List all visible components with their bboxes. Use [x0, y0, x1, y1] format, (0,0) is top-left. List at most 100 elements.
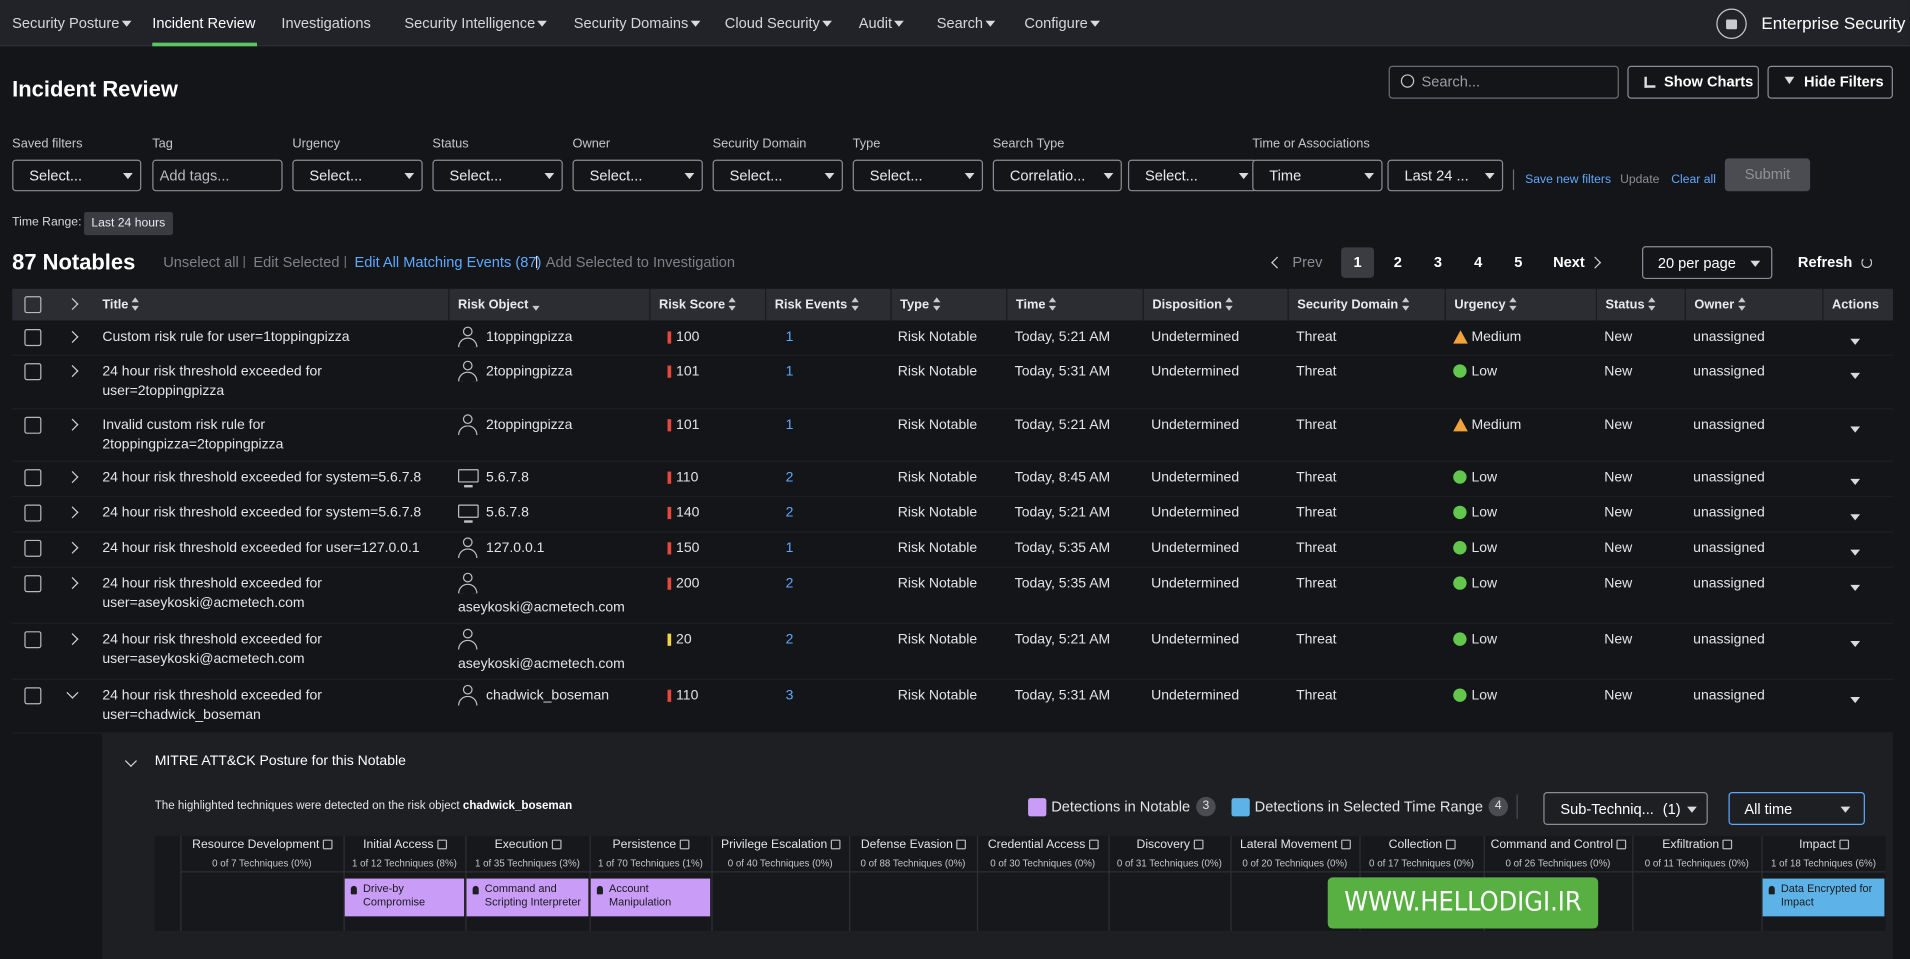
tactic-name[interactable]: Credential Access: [987, 838, 1086, 852]
row-title[interactable]: 24 hour risk threshold exceeded for user…: [102, 364, 322, 399]
filter-select[interactable]: Time: [1252, 159, 1383, 192]
search-input[interactable]: Search...: [1388, 65, 1619, 99]
column-header[interactable]: Urgency: [1454, 297, 1506, 312]
header-button[interactable]: Show Charts: [1627, 65, 1759, 99]
row-title[interactable]: 24 hour risk threshold exceeded for user…: [102, 541, 420, 556]
filter-input[interactable]: Add tags...: [152, 159, 283, 192]
chevron[interactable]: [1589, 256, 1602, 269]
row-checkbox[interactable]: [24, 469, 42, 487]
column-header[interactable]: Type: [900, 297, 930, 312]
filter-select[interactable]: Last 24 ...: [1387, 159, 1504, 192]
row-title[interactable]: 24 hour risk threshold exceeded for user…: [102, 688, 322, 723]
owner: unassigned: [1693, 330, 1765, 345]
page-number[interactable]: 3: [1433, 253, 1443, 271]
risk-events[interactable]: 2: [785, 576, 794, 591]
filter-select[interactable]: Select...: [12, 159, 142, 192]
technique-card[interactable]: Drive-by Compromise: [344, 878, 465, 917]
tactic-name[interactable]: Persistence: [612, 838, 677, 852]
risk-events[interactable]: 1: [785, 417, 794, 433]
time-filter-select[interactable]: All time: [1728, 792, 1865, 825]
row-checkbox[interactable]: [24, 539, 42, 557]
nav-item[interactable]: Configure: [1024, 14, 1088, 32]
column-header[interactable]: Actions: [1832, 297, 1879, 312]
risk-events[interactable]: 1: [785, 364, 794, 379]
nav-item[interactable]: Search: [936, 14, 984, 32]
row-checkbox[interactable]: [24, 329, 42, 347]
risk-events[interactable]: 1: [785, 541, 794, 556]
technique-card[interactable]: Account Manipulation: [590, 878, 711, 917]
page-number[interactable]: 5: [1514, 253, 1523, 271]
row-checkbox[interactable]: [24, 504, 42, 522]
technique-card[interactable]: Data Encrypted for Impact: [1762, 878, 1885, 917]
header-button[interactable]: Hide Filters: [1767, 65, 1893, 99]
row-checkbox[interactable]: [24, 363, 42, 381]
row-checkbox[interactable]: [24, 575, 42, 593]
column-header[interactable]: Risk Object: [458, 297, 529, 312]
nav-item[interactable]: Incident Review: [152, 14, 256, 32]
tactic-name[interactable]: Initial Access: [363, 838, 434, 852]
filter-select[interactable]: Select...: [1127, 159, 1258, 192]
filter-link[interactable]: Save new filters: [1525, 173, 1612, 187]
tactic-name[interactable]: Defense Evasion: [860, 838, 953, 852]
chevron[interactable]: [1271, 256, 1284, 269]
filter-select[interactable]: Select...: [292, 159, 423, 192]
filter-select[interactable]: Select...: [852, 159, 984, 192]
row-title[interactable]: Invalid custom risk rule for 2toppingpiz…: [102, 417, 284, 453]
page-number[interactable]: 4: [1474, 253, 1483, 271]
action-divider: [535, 255, 538, 269]
column-header[interactable]: Security Domain: [1297, 297, 1399, 312]
row-checkbox[interactable]: [24, 631, 42, 649]
risk-events[interactable]: 2: [785, 632, 794, 648]
filter-select[interactable]: Correlatio...: [992, 159, 1122, 192]
column-header[interactable]: Status: [1605, 297, 1645, 312]
row-title[interactable]: 24 hour risk threshold exceeded for user…: [102, 576, 322, 611]
tactic-name[interactable]: Impact: [1799, 838, 1836, 852]
bulk-action[interactable]: Edit All Matching Events (87): [354, 253, 542, 271]
technique-card[interactable]: Command and Scripting Interpreter: [466, 878, 589, 917]
filter-link[interactable]: Clear all: [1671, 173, 1716, 187]
row-title[interactable]: Custom risk rule for user=1toppingpizza: [102, 330, 350, 345]
row-checkbox[interactable]: [24, 416, 42, 434]
risk-events[interactable]: 1: [785, 330, 794, 345]
risk-events[interactable]: 2: [785, 505, 794, 521]
row-title[interactable]: 24 hour risk threshold exceeded for syst…: [102, 505, 422, 521]
filter-select[interactable]: Select...: [432, 159, 563, 192]
column-header[interactable]: Title: [102, 297, 129, 312]
column-header[interactable]: Risk Score: [658, 297, 726, 312]
filter-select[interactable]: Select...: [572, 159, 703, 192]
tactic-name[interactable]: Resource Development: [192, 838, 320, 852]
column-header[interactable]: Risk Events: [774, 297, 848, 312]
tactic-name[interactable]: Privilege Escalation: [720, 838, 828, 852]
nav-item[interactable]: Security Posture: [12, 14, 120, 32]
sub-technique-select[interactable]: Sub-Techniq... (1): [1543, 792, 1708, 825]
refresh-button[interactable]: Refresh: [1797, 253, 1853, 271]
risk-events[interactable]: 2: [785, 470, 794, 485]
tactic-name[interactable]: Execution: [494, 838, 549, 852]
nav-item[interactable]: Cloud Security: [724, 14, 820, 32]
nav-item[interactable]: Audit: [858, 14, 893, 32]
row-title[interactable]: 24 hour risk threshold exceeded for syst…: [102, 470, 422, 485]
nav-item[interactable]: Security Domains: [573, 14, 689, 32]
tactic-name[interactable]: Discovery: [1136, 838, 1191, 852]
row-checkbox[interactable]: [24, 687, 42, 705]
nav-item[interactable]: Security Intelligence: [404, 14, 536, 32]
tactic-name[interactable]: Command and Control: [1490, 838, 1614, 852]
select-all-checkbox[interactable]: [24, 296, 42, 314]
column-header[interactable]: Time: [1015, 297, 1046, 312]
per-page-select[interactable]: 20 per page: [1642, 246, 1773, 280]
tactic-name[interactable]: Exfiltration: [1662, 838, 1720, 852]
page-number[interactable]: 2: [1393, 253, 1402, 271]
column-header[interactable]: Disposition: [1152, 297, 1222, 312]
row-title[interactable]: 24 hour risk threshold exceeded for user…: [102, 632, 322, 667]
column-header[interactable]: Owner: [1694, 297, 1735, 312]
pagination-prev[interactable]: Prev: [1292, 253, 1323, 271]
risk-events[interactable]: 3: [785, 688, 794, 704]
pagination-next[interactable]: Next: [1553, 253, 1585, 271]
tactic-name[interactable]: Lateral Movement: [1239, 838, 1338, 852]
sort-down: [1225, 305, 1233, 311]
nav-item[interactable]: Investigations: [281, 14, 371, 32]
filter-select[interactable]: Select...: [712, 159, 843, 192]
filter-label: Tag: [152, 136, 173, 152]
tactic-name[interactable]: Collection: [1388, 838, 1443, 852]
page-number[interactable]: 1: [1341, 247, 1375, 278]
